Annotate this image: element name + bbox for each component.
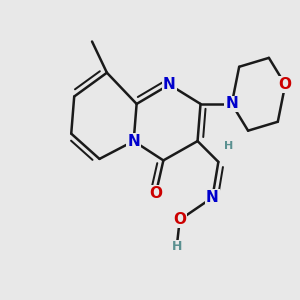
Text: N: N <box>127 134 140 148</box>
Text: H: H <box>172 240 182 253</box>
Text: N: N <box>225 96 238 111</box>
Text: N: N <box>163 77 176 92</box>
Text: O: O <box>149 186 162 201</box>
Text: O: O <box>173 212 186 227</box>
Text: N: N <box>206 190 219 205</box>
Text: H: H <box>224 140 233 151</box>
Text: O: O <box>279 77 292 92</box>
